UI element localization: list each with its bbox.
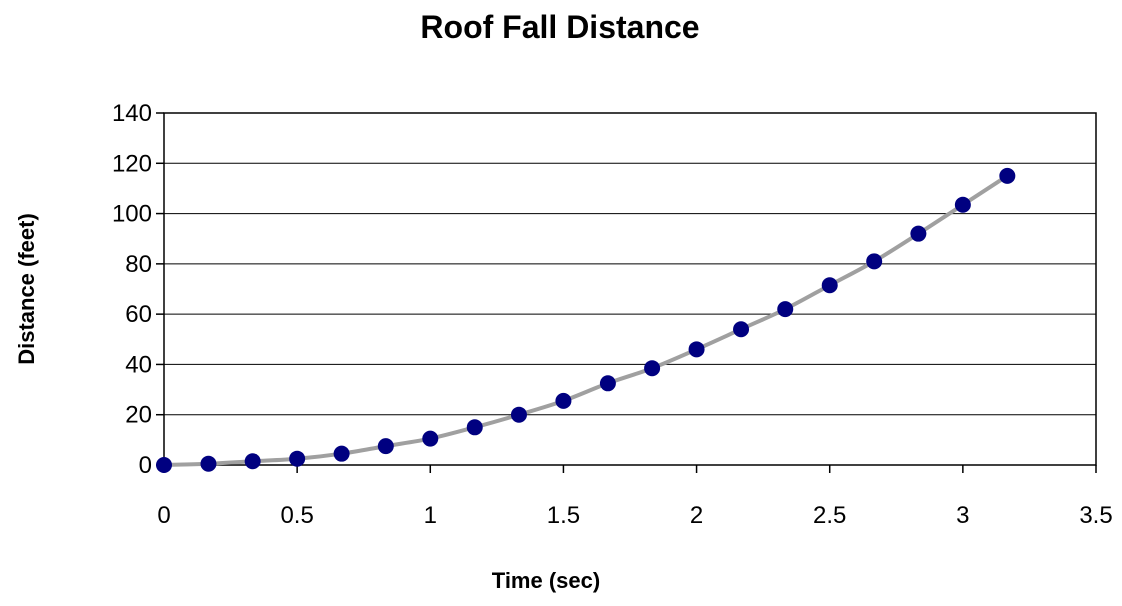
x-axis-title: Time (sec) [492,568,600,593]
data-point [377,438,394,455]
data-point [954,196,971,213]
data-point [466,419,483,436]
x-tick-label: 2.5 [813,502,846,529]
data-point [821,277,838,294]
x-tick-label: 3 [956,502,969,529]
x-tick-label: 1 [424,502,437,529]
data-point [733,321,750,338]
x-tick-label: 0 [157,502,170,529]
axes [156,112,1097,473]
data-point [200,455,217,472]
data-point [644,360,661,377]
x-tick-label: 3.5 [1079,502,1112,529]
data-point [999,167,1016,184]
y-tick-label: 140 [112,100,152,127]
data-point [156,457,172,473]
series-line [162,173,1010,467]
plot-area-border [163,112,1097,466]
data-point [555,392,572,409]
x-axis-tick-labels: 0 0.5 1 1.5 2 2.5 3 3.5 [157,502,1112,529]
data-point [910,225,927,242]
grid-lines [164,162,1096,416]
data-point [244,453,261,470]
y-tick-label: 60 [125,301,152,328]
x-tick-label: 1.5 [547,502,580,529]
y-tick-label: 40 [125,351,152,378]
y-tick-label: 120 [112,150,152,177]
y-axis-title: Distance (feet) [14,213,39,365]
data-point [688,341,705,358]
data-point [866,253,883,270]
y-tick-label: 100 [112,201,152,228]
x-tick-label: 0.5 [280,502,313,529]
chart-title: Roof Fall Distance [420,9,699,45]
x-tick-label: 2 [690,502,703,529]
y-tick-label: 0 [139,452,152,479]
data-point [289,450,306,467]
data-point [333,445,350,462]
series-layer [156,167,1016,473]
y-tick-label: 80 [125,251,152,278]
data-point [599,375,616,392]
data-point [510,406,527,423]
y-axis-tick-labels: 0 20 40 60 80 100 120 140 [112,100,152,479]
y-tick-label: 20 [125,402,152,429]
data-point [422,430,439,447]
data-point [777,301,794,318]
